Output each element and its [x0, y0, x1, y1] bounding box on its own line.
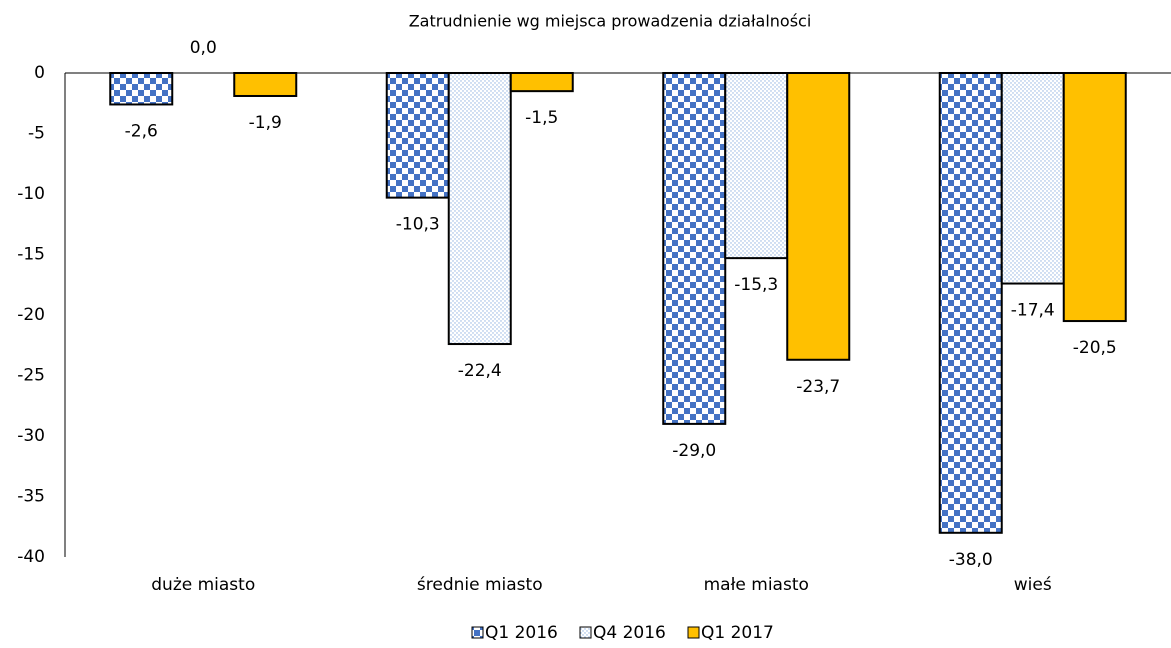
bar [447, 72, 512, 346]
y-tick-label: -5 [28, 124, 45, 144]
legend-swatch [471, 626, 484, 639]
y-tick-label: -15 [17, 245, 45, 265]
bar [509, 72, 574, 93]
bar [1000, 72, 1065, 285]
bar [662, 72, 727, 425]
value-label: -38,0 [949, 550, 993, 570]
y-tick-label: -10 [17, 184, 45, 204]
legend-swatch [687, 626, 700, 639]
value-label: -1,9 [249, 113, 282, 133]
bar [786, 72, 851, 361]
legend-label: Q1 2016 [485, 623, 558, 643]
y-tick-label: -20 [17, 305, 45, 325]
legend-label: Q4 2016 [593, 623, 666, 643]
value-label: -23,7 [796, 377, 840, 397]
value-label: -17,4 [1011, 301, 1055, 321]
y-tick-label: -35 [17, 487, 45, 507]
bar [938, 72, 1003, 534]
value-label: -2,6 [125, 121, 158, 141]
value-label: -22,4 [458, 361, 502, 381]
value-label: -29,0 [672, 441, 716, 461]
bar [724, 72, 789, 260]
bar [1062, 72, 1127, 323]
x-tick-label: średnie miasto [417, 575, 543, 595]
y-tick-label: -25 [17, 366, 45, 386]
chart-title: Zatrudnienie wg miejsca prowadzenia dzia… [409, 12, 812, 31]
legend-label: Q1 2017 [701, 623, 774, 643]
value-label: -15,3 [734, 275, 778, 295]
bar [233, 72, 298, 97]
value-label: -10,3 [396, 215, 440, 235]
legend-swatch [579, 626, 592, 639]
x-tick-label: małe miasto [704, 575, 809, 595]
bar [385, 72, 450, 199]
y-tick-label: -40 [17, 547, 45, 567]
x-tick-label: duże miasto [151, 575, 255, 595]
value-label: -20,5 [1073, 338, 1117, 358]
bar [109, 72, 174, 106]
x-tick-label: wieś [1014, 575, 1052, 595]
y-tick-label: 0 [34, 63, 45, 83]
y-tick-label: -30 [17, 426, 45, 446]
value-label: 0,0 [190, 38, 217, 58]
value-label: -1,5 [525, 108, 558, 128]
